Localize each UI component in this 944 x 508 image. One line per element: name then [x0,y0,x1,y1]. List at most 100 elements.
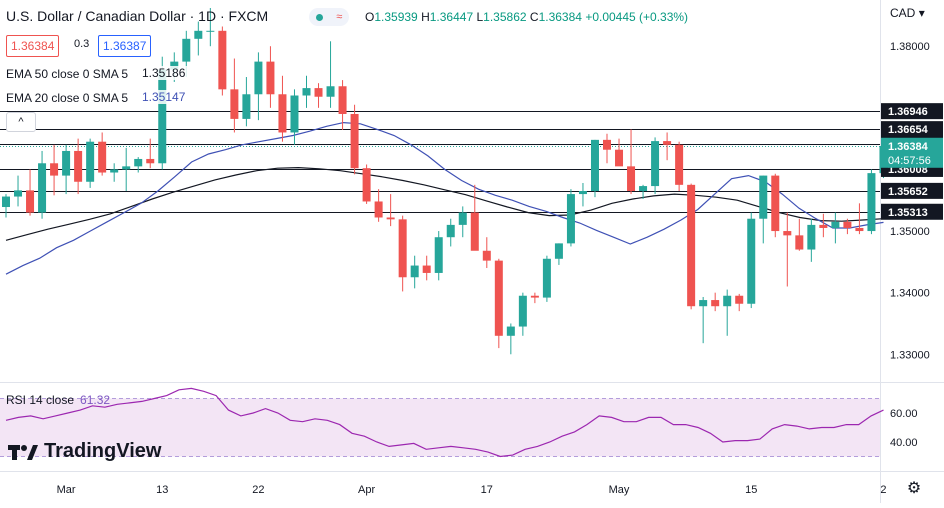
candle-body [651,141,660,187]
price-level-tag [881,203,943,220]
currency-label: CAD [890,6,916,20]
buy-button[interactable]: 1.36387 [98,35,152,57]
market-status-pill[interactable]: ≈ [309,8,349,26]
candle-body [699,300,708,307]
candle-body [386,217,395,220]
ema50-legend[interactable]: EMA 50 close 0 SMA 5 [6,67,129,81]
y-tick-label: 1.35000 [890,226,930,238]
candle-body [338,86,347,114]
candle-body [735,295,744,304]
candle-body [98,141,107,173]
rsi-band [0,398,880,457]
collapse-legend-button[interactable]: ^ [6,112,36,132]
candle-body [675,144,684,185]
candle-body [867,173,876,232]
candle-body [170,61,179,70]
candle-body [482,250,491,261]
candle-body [122,166,131,170]
price-level-tag [881,103,943,120]
ema50-value: 1.35186 [140,66,188,80]
candle-body [278,94,287,133]
chevron-down-icon: ▾ [918,6,925,20]
candle-body [795,235,804,250]
price-level-label: 1.35313 [888,207,928,219]
candle-body [14,190,23,197]
high-label: H [421,10,430,24]
candle-body [242,94,251,119]
ema20-legend[interactable]: EMA 20 close 0 SMA 5 [6,91,129,105]
candle-body [759,175,768,219]
close-value: 1.36384 [538,10,582,24]
candle-body [74,150,83,182]
price-level-tag [881,182,943,199]
y-tick-label: 1.34000 [890,288,930,300]
tradingview-logo-icon [8,444,38,460]
ema50-line [5,166,884,241]
x-tick-label: 17 [481,484,493,496]
candle-body [615,149,624,167]
rsi-y-tick-label: 60.00 [890,408,918,420]
price-level-label: 1.35652 [888,186,928,198]
tradingview-logo[interactable]: TradingView [8,440,161,463]
rsi-y-tick-label: 40.00 [890,437,918,449]
last-price-label: 1.36384 [888,141,929,153]
logo-text: TradingView [44,440,162,462]
high-value: 1.36447 [429,10,474,24]
candle-body [50,163,59,176]
candle-body [230,89,239,119]
wave-icon: ≈ [336,11,343,23]
candle-body [326,86,335,97]
settings-gear-icon[interactable]: ⚙ [906,480,922,497]
ema20-value: 1.35147 [140,90,188,104]
candle-body [182,38,191,62]
candle-body [494,260,503,336]
sell-button[interactable]: 1.36384 [6,35,60,57]
candle-body [711,300,720,307]
x-tick-label: May [609,484,630,496]
candle-body [819,224,828,228]
candle-body [578,191,587,195]
candle-body [855,227,864,232]
last-price-tag [881,137,943,168]
rsi-line [5,387,884,458]
rsi-value: 61.32 [80,393,111,407]
candle-body [639,186,648,191]
spread-value: 0.3 [74,38,90,50]
candle-body [566,194,575,244]
candle-body [290,95,299,133]
candle-body [314,88,323,97]
candle-body [62,150,71,176]
candle-body [723,295,732,307]
market-open-icon [315,13,323,21]
candle-body [362,168,371,202]
candle-body [542,258,551,298]
y-tick-label: 1.33000 [890,349,930,361]
candle-body [422,265,431,273]
ohlc-readout: O1.35939 H1.36447 L1.35862 C1.36384 +0.0… [365,10,688,24]
currency-selector[interactable]: CAD ▾ [890,6,925,20]
candle-body [506,326,515,336]
close-label: C [529,10,539,24]
rsi-legend[interactable]: RSI 14 close 61.32 [6,393,110,407]
y-tick-label: 1.38000 [890,41,930,53]
candle-body [434,237,443,273]
candle-body [146,158,155,164]
candle-body [350,113,359,169]
candle-body [831,221,840,228]
candle-body [134,158,143,167]
candle-body [470,212,479,251]
candle-body [194,30,203,39]
price-level-label: 1.36654 [888,124,929,136]
candle-body [458,212,467,225]
candle-body [807,224,816,250]
low-value: 1.35862 [483,10,527,24]
rsi-label: RSI 14 close [6,393,75,407]
candle-body [747,218,756,304]
x-tick-label: 22 [252,484,264,496]
candle-body [218,30,227,90]
candle-body [254,61,263,95]
candle-body [771,175,780,232]
candle-body [518,295,527,327]
